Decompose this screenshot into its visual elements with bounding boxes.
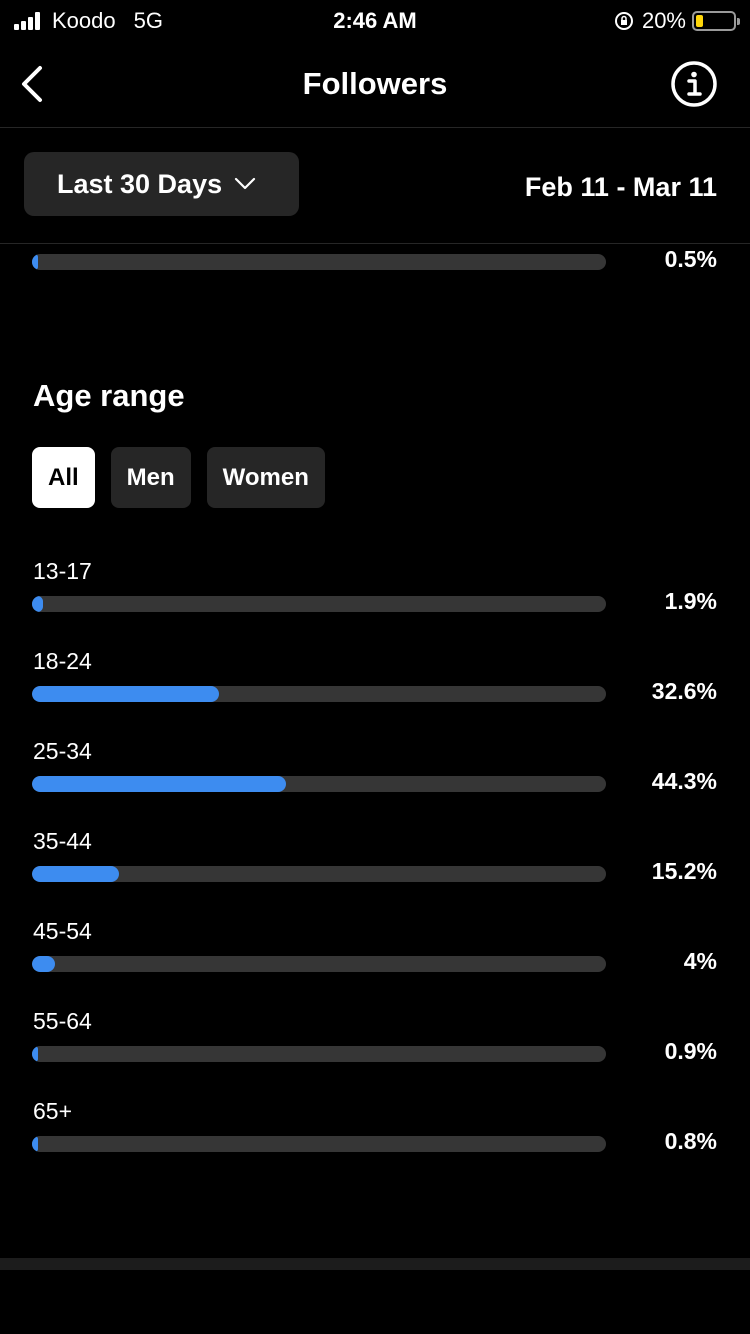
filter-row: Last 30 Days Feb 11 - Mar 11 — [0, 128, 750, 244]
bar-track — [32, 776, 606, 792]
age-row-45-54: 45-54 4% — [0, 910, 750, 1000]
info-icon[interactable] — [670, 60, 718, 108]
carrier-name: Koodo — [52, 8, 116, 33]
bar-track — [32, 866, 606, 882]
bar-percent: 0.5% — [664, 246, 717, 272]
divider — [0, 1258, 750, 1270]
signal-icon — [14, 12, 42, 30]
bar-track — [32, 1136, 606, 1152]
bar-track — [32, 956, 606, 972]
bar-percent: 4% — [683, 948, 717, 974]
age-label: 25-34 — [33, 738, 92, 764]
age-row-13-17: 13-17 1.9% — [0, 550, 750, 640]
bar-track — [32, 596, 606, 612]
tab-men[interactable]: Men — [110, 447, 191, 508]
age-label: 65+ — [33, 1098, 73, 1124]
nav-bar: Followers — [0, 40, 750, 128]
age-label: 13-17 — [33, 558, 92, 584]
gender-tabs: All Men Women — [32, 447, 341, 508]
bar-fill — [32, 776, 287, 792]
rotation-lock-icon — [614, 12, 633, 30]
status-right: 20% — [614, 8, 740, 34]
bar-fill — [32, 866, 120, 882]
bar-fill — [32, 254, 38, 270]
bar-track — [32, 254, 606, 270]
battery-icon — [692, 11, 740, 31]
bar-percent: 15.2% — [651, 858, 717, 884]
chevron-left-icon[interactable] — [14, 62, 54, 106]
age-row-55-64: 55-64 0.9% — [0, 1000, 750, 1090]
bar-percent: 0.9% — [664, 1038, 717, 1064]
bar-track — [32, 1046, 606, 1062]
chevron-down-icon — [235, 177, 256, 190]
period-dropdown[interactable]: Last 30 Days — [24, 152, 299, 216]
section-title: Age range — [33, 378, 185, 413]
age-row-65plus: 65+ 0.8% — [0, 1090, 750, 1180]
age-range-list: 13-17 1.9% 18-24 32.6% 25-34 44.3% 35-44 15.2% 4… — [0, 550, 750, 1180]
status-bar: Koodo 5G 2:46 AM 20% — [0, 0, 750, 40]
battery-fill — [696, 15, 704, 27]
period-label: Last 30 Days — [57, 168, 223, 199]
bar-fill — [32, 1046, 38, 1062]
bar-percent: 0.8% — [664, 1128, 717, 1154]
bar-fill — [32, 956, 55, 972]
bar-fill — [32, 1136, 38, 1152]
bar-fill — [32, 686, 220, 702]
battery-percent: 20% — [641, 8, 686, 33]
bar-track — [32, 686, 606, 702]
tab-all[interactable]: All — [32, 447, 95, 508]
age-label: 45-54 — [33, 918, 92, 944]
age-label: 55-64 — [33, 1008, 92, 1034]
age-label: 18-24 — [33, 648, 92, 674]
status-time: 2:46 AM — [333, 8, 417, 33]
age-label: 35-44 — [33, 828, 92, 854]
bar-percent: 1.9% — [664, 588, 717, 614]
age-row-25-34: 25-34 44.3% — [0, 730, 750, 820]
age-row-35-44: 35-44 15.2% — [0, 820, 750, 910]
bar-percent: 44.3% — [651, 768, 717, 794]
bar-percent: 32.6% — [651, 678, 717, 704]
status-left: Koodo 5G — [14, 8, 163, 34]
age-row-18-24: 18-24 32.6% — [0, 640, 750, 730]
bar-fill — [32, 596, 43, 612]
date-range: Feb 11 - Mar 11 — [524, 172, 717, 202]
tab-women[interactable]: Women — [206, 447, 325, 508]
page-title: Followers — [302, 66, 448, 101]
network-type: 5G — [133, 8, 163, 33]
